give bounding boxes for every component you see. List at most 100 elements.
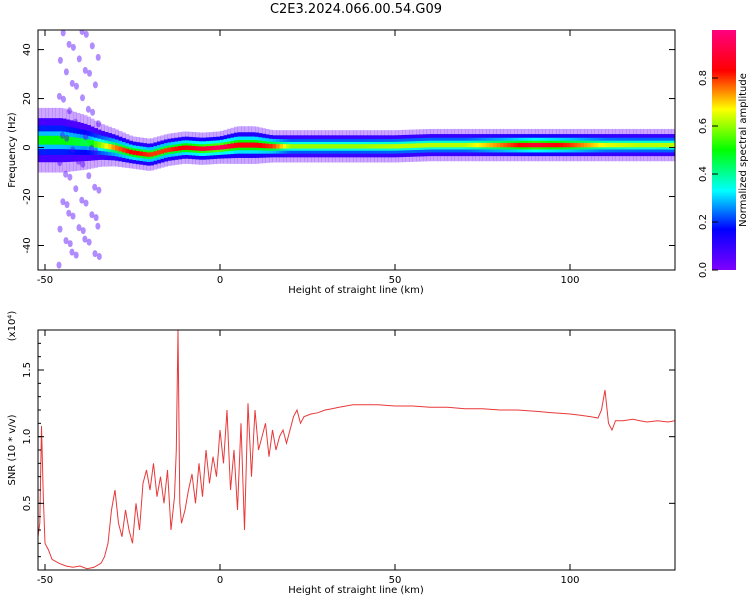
heatmap-cell [111, 144, 116, 150]
colorbar-label: Normalized spectral amplitude [738, 73, 749, 227]
heatmap-cell [104, 143, 109, 149]
heatmap-noise-blob [92, 183, 98, 191]
heatmap-cell [549, 142, 553, 148]
heatmap-noise-blob [74, 82, 79, 90]
heatmap-y-tick-label: -20 [22, 188, 33, 204]
heatmap-noise-blob [73, 251, 79, 259]
heatmap-cell [157, 150, 161, 155]
heatmap-cell [227, 143, 231, 149]
heatmap-cell [587, 142, 592, 148]
heatmap-cell [181, 145, 186, 150]
heatmap-noise-blob [89, 42, 95, 50]
heatmap-cell [202, 146, 207, 151]
heatmap-cell [584, 142, 588, 148]
heatmap-cell [405, 143, 410, 149]
heatmap-cell [402, 143, 406, 149]
heatmap-cell [146, 152, 151, 157]
heatmap-cell [608, 142, 613, 148]
colorbar-tick-label: 0.4 [698, 166, 709, 182]
heatmap-noise-blob [64, 134, 70, 142]
heatmap-cell [223, 144, 228, 150]
heatmap-cell [601, 142, 606, 148]
heatmap-cell [647, 142, 651, 148]
heatmap-cell [437, 142, 441, 148]
heatmap-cell [629, 142, 634, 148]
heatmap-cell [363, 144, 368, 149]
heatmap-cell [38, 135, 42, 145]
heatmap-cell [188, 145, 193, 151]
heatmap-cell [545, 142, 550, 148]
heatmap-cell [395, 144, 399, 149]
heatmap-noise-blob [70, 212, 76, 220]
heatmap-cell [45, 135, 49, 145]
heatmap-y-tick-label: 0 [22, 144, 33, 150]
heatmap-cell [209, 145, 214, 151]
heatmap-noise-blob [82, 235, 88, 243]
heatmap-cell [398, 143, 403, 149]
heatmap-noise-blob [56, 92, 62, 100]
heatmap-cell [234, 142, 238, 148]
heatmap-cell [318, 144, 322, 149]
heatmap-cell [346, 144, 350, 149]
heatmap-cell [213, 145, 217, 151]
heatmap-cell [598, 142, 602, 148]
heatmap-cell [206, 146, 210, 151]
heatmap-cell [528, 142, 532, 148]
snr-y-tick-label: 1.5 [22, 362, 33, 378]
snr-series-line [38, 330, 675, 570]
heatmap-cell [283, 144, 287, 149]
heatmap-cell [559, 142, 564, 148]
heatmap-cell [269, 143, 273, 149]
heatmap-cell [150, 152, 154, 157]
heatmap-cell [90, 140, 95, 147]
heatmap-cell [297, 144, 301, 149]
heatmap-cell [563, 142, 567, 148]
heatmap-cell [391, 144, 396, 149]
heatmap-noise-blob [63, 237, 69, 245]
heatmap-cell [580, 142, 585, 148]
snr-x-axis-label: Height of straight line (km) [288, 585, 424, 596]
heatmap-noise-blob [70, 43, 76, 51]
heatmap-noise-blob [85, 105, 91, 113]
heatmap-cell [538, 142, 543, 148]
heatmap-noise-blob [92, 250, 98, 258]
snr-y-axis-label: SNR (10 * v/v) [7, 414, 18, 485]
heatmap-cell [314, 144, 319, 149]
heatmap-cell [178, 146, 182, 151]
heatmap-cell [482, 142, 487, 148]
heatmap-cell [542, 142, 546, 148]
heatmap-noise-blob [57, 159, 63, 167]
heatmap-x-tick-label: 50 [389, 275, 402, 286]
heatmap-cell [325, 144, 329, 149]
snr-background [38, 330, 675, 570]
heatmap-cell [293, 144, 298, 149]
heatmap-noise-blob [60, 30, 66, 37]
heatmap-cell [423, 143, 427, 148]
heatmap-cell [447, 142, 452, 148]
heatmap-cell [153, 151, 158, 156]
heatmap-cell [552, 142, 557, 148]
heatmap-noise-blob [66, 209, 72, 217]
heatmap-cell [300, 144, 305, 149]
heatmap-cell [143, 151, 147, 157]
heatmap-noise-blob [80, 94, 85, 102]
heatmap-cell [360, 144, 364, 149]
heatmap-noise-blob [77, 121, 83, 129]
heatmap-noise-blob [83, 30, 89, 38]
heatmap-noise-blob [95, 222, 101, 230]
heatmap-noise-blob [76, 55, 82, 63]
heatmap-cell [556, 142, 560, 148]
heatmap-cell [454, 142, 459, 148]
heatmap-cell [671, 142, 675, 148]
heatmap-cell [524, 142, 529, 148]
heatmap-cell [339, 144, 343, 149]
snr-y-multiplier: (x10⁴) [7, 311, 18, 342]
heatmap-cell [125, 148, 130, 154]
snr-y-tick-label: 1.0 [22, 429, 33, 445]
heatmap-cell [573, 142, 578, 148]
heatmap-cell [255, 142, 259, 148]
heatmap-y-tick-label: -40 [22, 237, 33, 253]
heatmap-cell [650, 142, 655, 148]
heatmap-x-tick-label: 100 [560, 275, 579, 286]
heatmap-cell [643, 142, 648, 148]
